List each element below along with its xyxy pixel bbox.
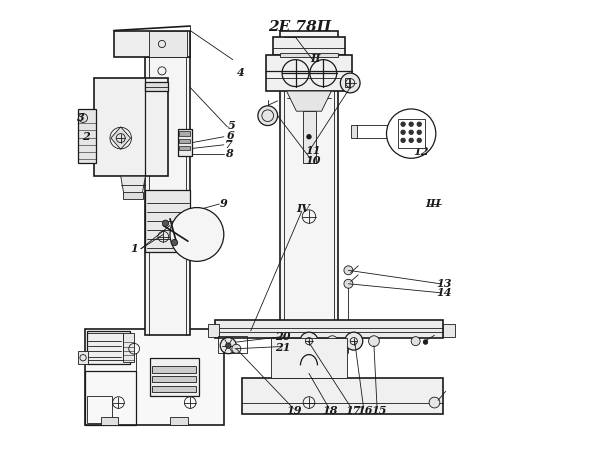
Bar (280, 53, 338, 57)
Bar (218, 336, 247, 353)
Circle shape (307, 134, 311, 139)
Circle shape (226, 343, 231, 348)
Bar (170, 417, 188, 425)
Bar (345, 78, 349, 87)
Text: 10: 10 (305, 155, 321, 166)
Bar (266, 55, 352, 91)
Circle shape (368, 336, 379, 346)
Bar (101, 417, 118, 425)
Bar (350, 124, 358, 138)
Bar (179, 138, 190, 143)
Polygon shape (111, 127, 131, 149)
Text: 18: 18 (323, 405, 338, 416)
Circle shape (429, 397, 440, 408)
Bar (85, 371, 136, 425)
Bar (273, 37, 345, 55)
Polygon shape (287, 91, 331, 111)
Text: 16: 16 (357, 405, 373, 416)
Bar (302, 111, 316, 163)
Text: 14: 14 (437, 287, 452, 298)
Bar (152, 376, 196, 382)
Bar (178, 129, 191, 156)
Circle shape (340, 73, 360, 93)
Text: IV: IV (296, 203, 311, 214)
Circle shape (232, 344, 241, 353)
Bar (123, 333, 134, 362)
Bar (280, 337, 338, 380)
Circle shape (409, 122, 413, 126)
Text: 5: 5 (228, 120, 236, 132)
Bar (149, 31, 187, 57)
Circle shape (409, 138, 413, 143)
Circle shape (411, 336, 420, 345)
Bar (152, 386, 196, 392)
Bar (398, 119, 425, 148)
Circle shape (163, 220, 169, 226)
Circle shape (258, 106, 278, 125)
Bar (179, 146, 190, 150)
Text: 2: 2 (82, 131, 89, 142)
Bar (443, 324, 455, 336)
Bar (145, 82, 168, 91)
Circle shape (300, 332, 318, 350)
Text: I: I (208, 234, 213, 244)
Bar (298, 372, 320, 379)
Text: 17: 17 (345, 405, 361, 416)
Text: 4: 4 (237, 67, 245, 78)
Bar (150, 358, 199, 396)
Bar (215, 320, 443, 338)
Text: 11: 11 (305, 145, 320, 156)
Circle shape (417, 138, 421, 143)
Bar (145, 189, 190, 253)
Bar (78, 109, 96, 163)
Text: 20: 20 (275, 331, 291, 342)
Bar (78, 351, 88, 364)
Bar (87, 331, 130, 364)
Bar (145, 57, 190, 335)
Text: 3: 3 (76, 112, 84, 124)
Circle shape (345, 332, 363, 350)
Circle shape (401, 130, 406, 134)
Text: 21: 21 (275, 342, 291, 353)
Circle shape (401, 138, 406, 143)
Bar (85, 329, 224, 425)
Circle shape (401, 122, 406, 126)
Text: 6: 6 (227, 130, 235, 141)
Circle shape (417, 122, 421, 126)
Bar (179, 131, 190, 136)
Bar (242, 378, 443, 414)
Text: 9: 9 (220, 198, 227, 209)
Text: 1: 1 (130, 243, 138, 254)
Circle shape (386, 109, 436, 158)
Bar (208, 324, 220, 336)
Bar (87, 333, 123, 360)
Circle shape (327, 336, 338, 346)
Text: 19: 19 (286, 405, 301, 416)
Circle shape (79, 114, 88, 122)
Bar (123, 192, 143, 198)
Text: 2Е 78П: 2Е 78П (268, 20, 332, 34)
Circle shape (417, 130, 421, 134)
Text: 15: 15 (371, 405, 386, 416)
Bar (280, 31, 338, 353)
Circle shape (220, 337, 236, 354)
Text: 13: 13 (437, 278, 452, 289)
Circle shape (172, 239, 178, 246)
Bar (271, 337, 347, 378)
Circle shape (170, 207, 224, 262)
Circle shape (409, 130, 413, 134)
Bar (114, 31, 190, 57)
Text: 8: 8 (226, 148, 233, 159)
Bar (94, 78, 168, 176)
Bar (152, 366, 196, 373)
Text: 12: 12 (413, 146, 429, 157)
Circle shape (423, 340, 428, 344)
Text: III: III (425, 198, 441, 209)
Circle shape (344, 279, 353, 288)
Bar (87, 396, 112, 423)
Circle shape (344, 266, 353, 275)
Text: II: II (310, 53, 321, 64)
Polygon shape (121, 176, 145, 194)
Text: 7: 7 (226, 139, 233, 150)
